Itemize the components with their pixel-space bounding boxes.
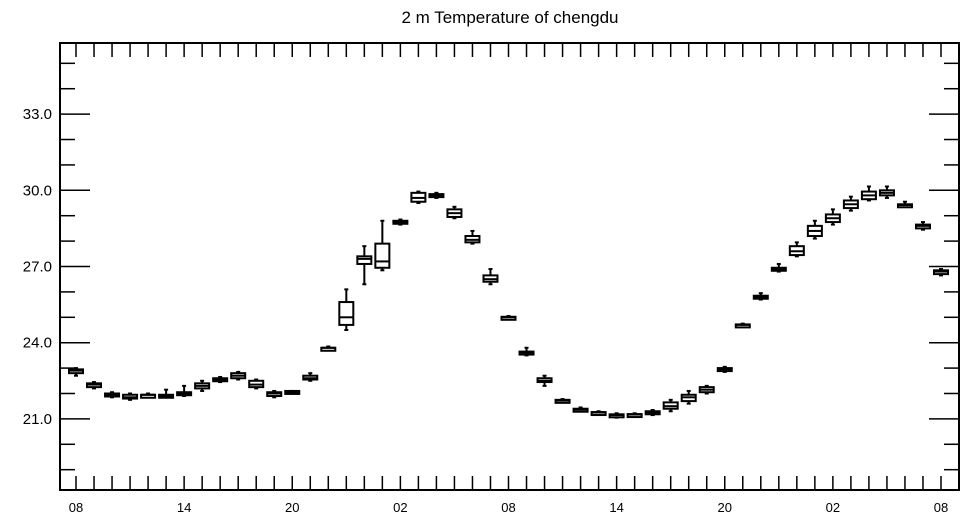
box-plot: [896, 200, 913, 209]
box-plot: [104, 391, 121, 399]
box-plot: [374, 219, 391, 272]
box-plot: [680, 389, 697, 405]
box-plot: [230, 370, 247, 381]
box-plot: [518, 346, 535, 357]
box-plot: [824, 208, 841, 226]
y-tick-label: 27.0: [23, 259, 52, 276]
box-plot: [212, 375, 229, 384]
box-plot: [464, 229, 481, 245]
y-axis: 21.0 24.0 27.0 30.0 33.0: [23, 62, 959, 471]
box-iqr: [338, 301, 355, 326]
x-tick-label: 02: [393, 500, 407, 515]
box-series: [68, 185, 949, 419]
box-plot: [644, 408, 661, 417]
box-plot: [338, 288, 355, 331]
box-plot: [878, 185, 895, 199]
x-tick-label: 02: [826, 500, 840, 515]
box-plot: [320, 345, 337, 352]
box-plot: [536, 374, 553, 387]
box-plot: [716, 365, 733, 373]
box-plot: [752, 292, 769, 301]
box-plot: [608, 412, 625, 419]
x-tick-label: 20: [285, 500, 299, 515]
box-plot: [86, 381, 103, 390]
box-plot: [662, 398, 679, 413]
box-plot: [500, 315, 517, 321]
y-tick-label: 21.0: [23, 411, 52, 428]
box-plot: [734, 322, 751, 329]
box-plot: [626, 412, 643, 419]
box-plot: [428, 191, 445, 199]
box-plot: [554, 398, 571, 404]
y-tick-label: 30.0: [23, 182, 52, 199]
box-plot: [158, 388, 175, 399]
box-plot: [410, 190, 427, 205]
box-plot: [356, 245, 373, 286]
box-plot: [698, 384, 715, 395]
box-plot: [302, 372, 319, 382]
box-plot: [842, 195, 859, 212]
box-plot: [860, 185, 877, 202]
box-plot: [806, 219, 823, 240]
x-axis: 08 14 20 02 08 14 20 02 08: [69, 43, 948, 515]
box-iqr: [374, 242, 391, 269]
box-plot: [284, 389, 301, 395]
box-plot: [392, 218, 409, 226]
y-tick-label: 33.0: [23, 106, 52, 123]
box-plot: [933, 268, 949, 277]
box-plot: [590, 410, 607, 417]
box-plot: [788, 241, 805, 258]
box-plot: [446, 205, 463, 220]
box-plot: [266, 389, 283, 399]
box-plot: [122, 392, 139, 401]
box-iqr: [356, 255, 373, 265]
box-plot: [194, 379, 211, 392]
box-plot: [770, 262, 787, 273]
x-tick-label: 20: [718, 500, 732, 515]
box-plot: [140, 392, 157, 399]
box-plot: [572, 406, 589, 413]
chart-title: 2 m Temperature of chengdu: [401, 8, 618, 27]
box-plot: [176, 384, 193, 398]
x-tick-label: 08: [69, 500, 83, 515]
box-plot: [482, 268, 499, 286]
box-plot: [248, 378, 265, 390]
x-tick-label: 14: [609, 500, 623, 515]
plot-frame: [59, 42, 960, 491]
x-tick-label: 08: [934, 500, 948, 515]
x-tick-label: 08: [501, 500, 515, 515]
y-tick-label: 24.0: [23, 335, 52, 352]
x-tick-label: 14: [177, 500, 191, 515]
box-plot: [914, 221, 931, 231]
box-plot: [68, 367, 84, 377]
